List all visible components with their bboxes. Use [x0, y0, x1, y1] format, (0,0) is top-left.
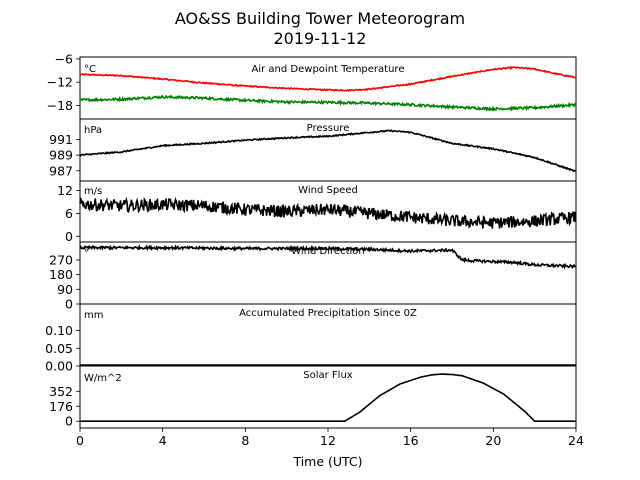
panel-title: Pressure [307, 123, 350, 134]
y-tick-label: 12 [57, 183, 73, 198]
data-line [79, 129, 576, 173]
panel-unit-label: °C [84, 64, 96, 75]
panel-title: Solar Flux [303, 370, 353, 381]
panel-unit-label: m/s [84, 186, 102, 197]
y-tick-label: −6 [55, 51, 73, 66]
x-axis-label: Time (UTC) [292, 454, 362, 469]
panel-title: Air and Dewpoint Temperature [252, 64, 405, 75]
data-line [79, 94, 577, 112]
panel-unit-label: mm [84, 310, 103, 321]
y-tick-label: 180 [49, 267, 73, 282]
x-tick-label: 24 [568, 433, 584, 448]
x-tick-label: 20 [485, 433, 501, 448]
y-tick-label: 0.10 [45, 323, 73, 338]
x-tick-label: 4 [159, 433, 167, 448]
panel-title: Accumulated Precipitation Since 0Z [239, 308, 417, 319]
data-line [79, 65, 576, 92]
panel-unit-label: ° [84, 248, 89, 259]
y-tick-label: 0.05 [45, 341, 73, 356]
y-tick-label: 0.00 [45, 359, 73, 374]
panel-title: Wind Direction [291, 246, 365, 257]
y-tick-label: 176 [49, 399, 73, 414]
y-tick-label: 352 [49, 384, 73, 399]
y-tick-label: 989 [49, 148, 73, 163]
y-tick-label: 270 [49, 252, 73, 267]
x-tick-label: 8 [241, 433, 249, 448]
data-line [79, 243, 576, 270]
y-tick-label: −12 [47, 75, 73, 90]
y-tick-label: 0 [65, 297, 73, 312]
y-tick-label: 90 [57, 282, 73, 297]
chart-subtitle: 2019-11-12 [273, 29, 367, 48]
y-tick-label: 987 [49, 163, 73, 178]
panel-unit-label: hPa [84, 125, 102, 136]
x-tick-label: 16 [403, 433, 419, 448]
y-tick-label: 6 [65, 206, 73, 221]
x-tick-label: 12 [320, 433, 336, 448]
y-tick-label: 0 [65, 229, 73, 244]
data-line [80, 373, 576, 423]
y-tick-label: 991 [49, 132, 73, 147]
panel-unit-label: W/m^2 [84, 373, 122, 384]
x-tick-label: 0 [76, 433, 84, 448]
panel-title: Wind Speed [298, 185, 358, 196]
chart-title: AO&SS Building Tower Meteorogram [174, 9, 466, 28]
data-line [79, 196, 577, 229]
y-tick-label: −18 [47, 98, 73, 113]
y-tick-label: 0 [65, 414, 73, 429]
